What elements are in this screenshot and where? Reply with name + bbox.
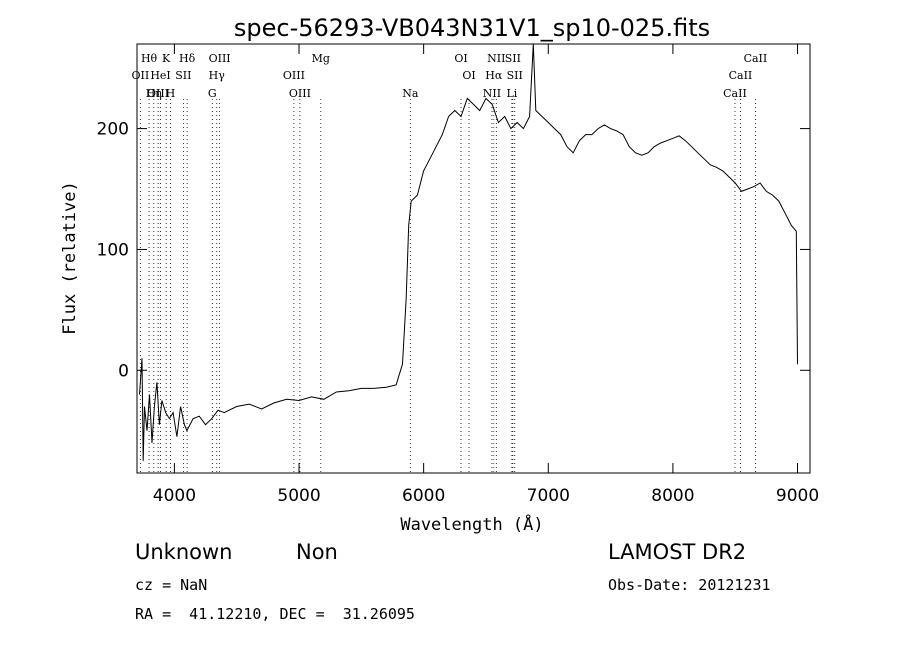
- x-tick-label: 9000: [776, 486, 819, 506]
- line-marker-label: Hθ: [141, 52, 158, 65]
- line-marker-label: OIII: [283, 69, 305, 82]
- y-axis: 0 100 200: [97, 120, 810, 381]
- line-marker-label: K: [162, 52, 171, 65]
- line-marker-label: OIII: [289, 87, 311, 100]
- line-marker-label: Hα: [485, 69, 503, 82]
- line-marker-label: G: [208, 87, 217, 100]
- y-tick-label: 0: [118, 361, 129, 381]
- y-tick-label: 200: [97, 120, 129, 140]
- line-marker-label: OI: [454, 52, 467, 65]
- line-marker-label: NII: [483, 87, 501, 100]
- line-marker-label: CaII: [744, 52, 768, 65]
- line-marker-label: OII: [132, 69, 150, 82]
- line-marker-label: Li: [506, 87, 517, 100]
- line-marker-label: CaII: [729, 69, 753, 82]
- line-marker-label: HeI: [150, 69, 170, 82]
- spectral-subclass: Non: [296, 540, 338, 564]
- redshift-cz: cz = NaN: [135, 576, 208, 594]
- x-tick-label: 6000: [402, 486, 445, 506]
- survey-name: LAMOST DR2: [608, 540, 747, 564]
- line-marker-label: Na: [402, 87, 419, 100]
- line-marker-label: SII: [507, 69, 523, 82]
- line-marker-label: OIII: [147, 87, 169, 100]
- x-tick-label: 8000: [651, 486, 694, 506]
- line-marker-label: OI: [462, 69, 475, 82]
- line-marker-label: Hδ: [179, 52, 196, 65]
- line-marker-label: H: [166, 87, 176, 100]
- x-axis: 4000 5000 6000 7000 8000 9000: [153, 44, 819, 506]
- line-marker-label: Mg: [312, 52, 330, 65]
- line-marker-label: Hγ: [209, 69, 226, 82]
- x-tick-label: 5000: [277, 486, 320, 506]
- line-marker-label: SII: [505, 52, 521, 65]
- line-marker-label: CaII: [723, 87, 747, 100]
- x-axis-label: Wavelength (Å): [400, 513, 543, 535]
- line-marker-label: SII: [175, 69, 191, 82]
- spectrum-line: [139, 43, 798, 461]
- y-tick-label: 100: [97, 240, 129, 260]
- spectral-class: Unknown: [135, 540, 233, 564]
- observation-date: Obs-Date: 20121231: [608, 576, 771, 594]
- x-tick-label: 7000: [527, 486, 570, 506]
- y-axis-label: Flux (relative): [60, 181, 80, 335]
- plot-frame: [136, 43, 811, 474]
- line-marker-label: NII: [487, 52, 505, 65]
- line-marker-label: Hη: [146, 87, 162, 100]
- line-marker-label: OIII: [209, 52, 231, 65]
- chart-title: spec-56293-VB043N31V1_sp10-025.fits: [234, 14, 710, 42]
- x-tick-label: 4000: [153, 486, 196, 506]
- coordinates: RA = 41.12210, DEC = 31.26095: [135, 605, 415, 623]
